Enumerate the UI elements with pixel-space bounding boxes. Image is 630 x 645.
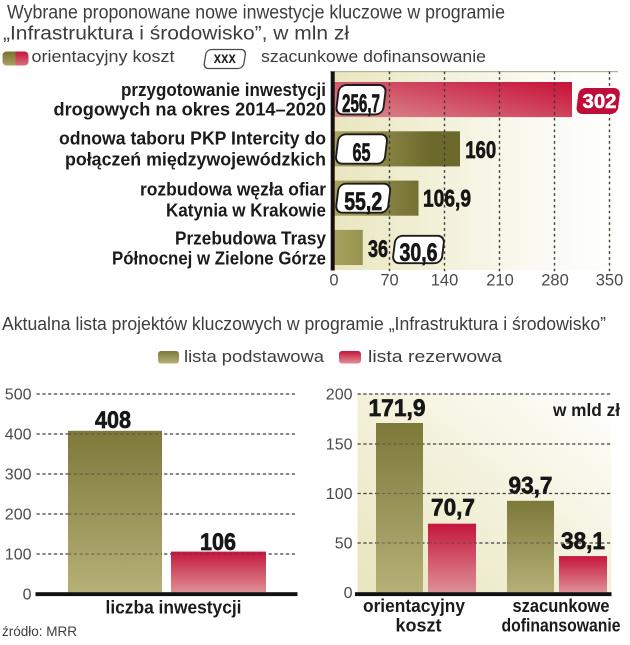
svg-text:171,9: 171,9 xyxy=(369,395,426,422)
svg-text:lista rezerwowa: lista rezerwowa xyxy=(368,348,503,366)
svg-text:0: 0 xyxy=(23,587,32,604)
svg-text:400: 400 xyxy=(5,427,32,444)
svg-text:106,9: 106,9 xyxy=(423,186,471,213)
svg-text:30,6: 30,6 xyxy=(400,239,438,267)
svg-text:0: 0 xyxy=(329,272,338,290)
svg-text:302: 302 xyxy=(583,91,617,113)
svg-text:Wybrane proponowane nowe inwes: Wybrane proponowane nowe inwestycje kluc… xyxy=(7,3,505,24)
svg-text:55,2: 55,2 xyxy=(344,188,382,216)
svg-text:szacunkowe: szacunkowe xyxy=(513,595,610,616)
svg-text:„Infrastruktura i środowisko”,: „Infrastruktura i środowisko”, w mln zł xyxy=(3,24,350,45)
svg-text:100: 100 xyxy=(326,486,353,503)
svg-text:408: 408 xyxy=(95,407,131,434)
svg-text:70: 70 xyxy=(380,272,398,290)
svg-text:drogowych na okres 2014–2020: drogowych na okres 2014–2020 xyxy=(54,100,327,120)
svg-text:Północnej w Zielone Górze: Północnej w Zielone Górze xyxy=(112,248,326,268)
svg-text:210: 210 xyxy=(486,272,514,290)
svg-text:256,7: 256,7 xyxy=(342,90,380,118)
svg-text:500: 500 xyxy=(5,387,32,404)
svg-text:dofinansowanie: dofinansowanie xyxy=(502,614,621,635)
svg-text:65: 65 xyxy=(353,139,371,167)
svg-text:liczba inwestycji: liczba inwestycji xyxy=(106,597,242,618)
svg-text:100: 100 xyxy=(5,547,32,564)
svg-text:połączeń międzywojewódzkich: połączeń międzywojewódzkich xyxy=(65,149,326,169)
svg-text:280: 280 xyxy=(541,272,569,290)
svg-text:106: 106 xyxy=(200,529,236,556)
svg-text:150: 150 xyxy=(326,437,353,454)
svg-text:lista podstawowa: lista podstawowa xyxy=(184,348,325,366)
svg-text:200: 200 xyxy=(326,387,353,404)
svg-text:140: 140 xyxy=(431,272,459,290)
svg-text:szacunkowe dofinansowanie: szacunkowe dofinansowanie xyxy=(261,48,486,66)
svg-text:w mld zł: w mld zł xyxy=(552,400,620,420)
svg-text:0: 0 xyxy=(344,585,353,602)
svg-text:Przebudowa Trasy: Przebudowa Trasy xyxy=(175,228,326,248)
svg-text:38,1: 38,1 xyxy=(561,528,605,555)
svg-text:xxx: xxx xyxy=(214,50,236,67)
svg-text:odnowa taboru PKP Intercity do: odnowa taboru PKP Intercity do xyxy=(59,129,326,149)
svg-text:Aktualna lista projektów klucz: Aktualna lista projektów kluczowych w pr… xyxy=(2,313,606,334)
svg-text:50: 50 xyxy=(335,536,353,553)
svg-text:36: 36 xyxy=(368,236,388,263)
svg-text:160: 160 xyxy=(465,137,496,164)
svg-text:koszt: koszt xyxy=(396,614,442,635)
svg-text:300: 300 xyxy=(5,467,32,484)
svg-text:Katynia w Krakowie: Katynia w Krakowie xyxy=(166,200,326,220)
svg-text:rozbudowa węzła ofiar: rozbudowa węzła ofiar xyxy=(140,180,326,200)
svg-text:orientacyjny koszt: orientacyjny koszt xyxy=(32,48,175,66)
svg-text:źródło: MRR: źródło: MRR xyxy=(2,624,77,639)
svg-text:350: 350 xyxy=(596,272,624,290)
svg-text:70,7: 70,7 xyxy=(431,495,475,522)
svg-text:200: 200 xyxy=(5,507,32,524)
svg-text:przygotowanie inwestycji: przygotowanie inwestycji xyxy=(121,80,326,100)
svg-text:93,7: 93,7 xyxy=(509,473,553,500)
svg-text:orientacyjny: orientacyjny xyxy=(363,595,466,616)
